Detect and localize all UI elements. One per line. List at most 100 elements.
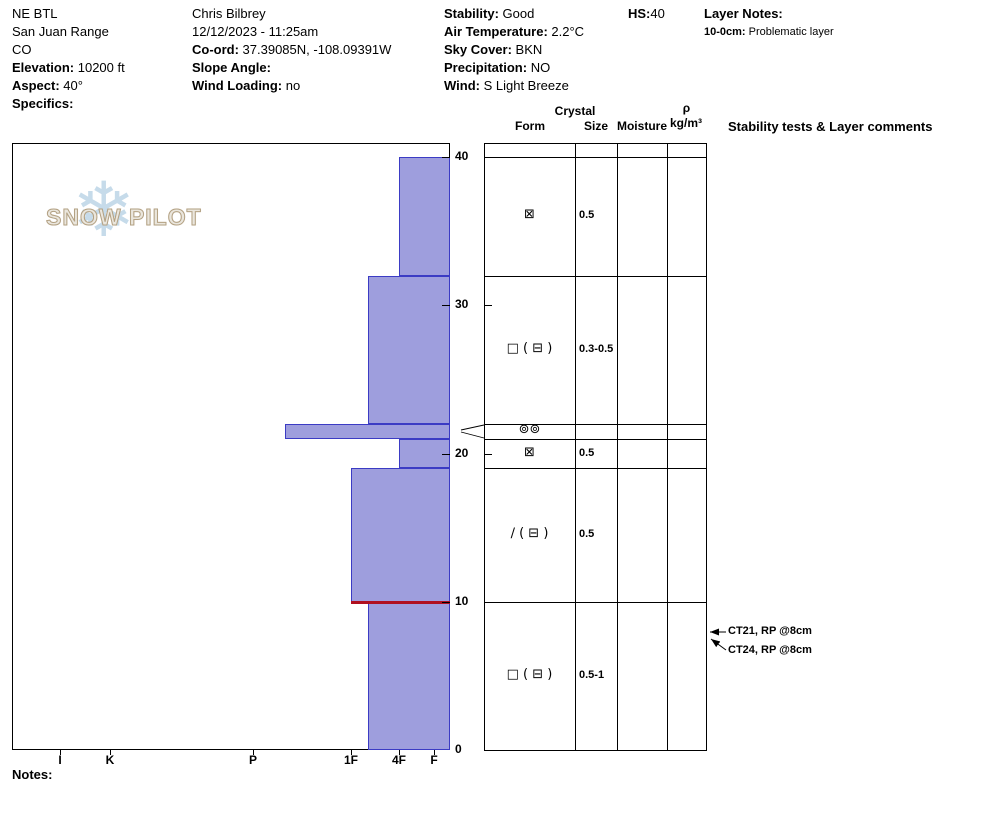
sky-cover: Sky Cover: BKN [444, 41, 584, 59]
field-label: HS: [628, 6, 651, 21]
field-value: 2.2°C [547, 24, 585, 39]
table-hline [484, 602, 706, 603]
range-name: San Juan Range [12, 23, 125, 41]
grain-size-value: 0.5-1 [579, 668, 605, 681]
snowflake-icon: ❄ [72, 165, 136, 254]
header-conditions-column: Stability: Good Air Temperature: 2.2°C S… [444, 5, 584, 95]
stability-test-arrow [710, 638, 727, 651]
header-hs-column: HS:40 [628, 5, 665, 23]
depth-tick [442, 157, 450, 158]
table-hline [484, 439, 706, 440]
hardness-tick [434, 750, 435, 755]
grain-form-symbol: ∕ ( ⊟ ) [510, 526, 549, 542]
field-value: 40° [59, 78, 83, 93]
thin-layer-leader-line [460, 424, 485, 431]
field-label: Air Temperature: [444, 24, 548, 39]
specifics: Specifics: [12, 95, 125, 113]
field-value: Chris Bilbrey [192, 6, 266, 21]
grain-size-value: 0.5 [579, 209, 595, 222]
field-value: NE BTL [12, 6, 58, 21]
problem-layer-line [351, 600, 450, 604]
field-value: 37.39085N, -108.09391W [238, 42, 392, 57]
site-name: NE BTL [12, 5, 125, 23]
field-value: Problematic layer [745, 26, 834, 38]
table-hline [484, 157, 706, 158]
depth-tick [442, 305, 450, 306]
depth-tick [442, 602, 450, 603]
hardness-tick [60, 750, 61, 755]
field-label: Stability: [444, 6, 499, 21]
grain-size-value: 0.5 [579, 528, 595, 541]
logo-text: SNOW PILOT [46, 204, 202, 231]
form-column-header: Form [515, 119, 545, 133]
table-hline [484, 468, 706, 469]
observation-datetime: 12/12/2023 - 11:25am [192, 23, 391, 41]
table-vline [484, 143, 485, 751]
grain-form-symbol: □ ( ⊟ ) [506, 340, 553, 356]
layer-note: 10-0cm: Problematic layer [704, 23, 834, 41]
aspect: Aspect: 40° [12, 77, 125, 95]
coordinates: Co-ord: 37.39085N, -108.09391W [192, 41, 391, 59]
stability-test-label: CT24, RP @8cm [728, 644, 812, 656]
hardness-label: 4F [391, 753, 406, 767]
table-depth-tick [484, 305, 492, 306]
comments-column-header: Stability tests & Layer comments [728, 119, 933, 134]
depth-tick [442, 454, 450, 455]
hardness-label: 1F [343, 753, 358, 767]
thin-layer-leader-line [460, 431, 485, 439]
field-value: San Juan Range [12, 24, 109, 39]
snowpilot-logo: ❄ SNOW PILOT [40, 170, 210, 260]
field-value: 10200 ft [74, 60, 125, 75]
elevation: Elevation: 10200 ft [12, 59, 125, 77]
field-label: Layer Notes: [704, 6, 783, 21]
stability: Stability: Good [444, 5, 584, 23]
header-observer-column: Chris Bilbrey 12/12/2023 - 11:25am Co-or… [192, 5, 391, 95]
stability-test-label: CT21, RP @8cm [728, 625, 812, 637]
grain-form-symbol: ⊠ [524, 444, 535, 460]
field-label: Precipitation: [444, 60, 528, 75]
hardness-tick [110, 750, 111, 755]
precipitation: Precipitation: NO [444, 59, 584, 77]
grain-form-symbol: □ ( ⊟ ) [506, 666, 553, 682]
table-hline [484, 750, 706, 751]
profile-bar-layer-4 [351, 468, 450, 602]
field-label: Wind Loading: [192, 78, 283, 93]
table-vline [667, 143, 668, 751]
moisture-column-header: Moisture [616, 119, 667, 133]
grain-form-symbol: ⊠ [524, 207, 535, 223]
profile-bar-layer-0 [399, 157, 450, 276]
header-layer-notes-column: Layer Notes: 10-0cm: Problematic layer [704, 5, 834, 41]
header-location-column: NE BTL San Juan Range CO Elevation: 1020… [12, 5, 125, 113]
table-hline [484, 143, 706, 144]
density-units-header: kg/m³ [669, 116, 702, 130]
hardness-tick [253, 750, 254, 755]
depth-tick-label: 0 [455, 742, 462, 756]
table-depth-tick [484, 454, 492, 455]
depth-tick-label: 30 [455, 297, 469, 311]
grain-size-value: 0.5 [579, 446, 595, 459]
state: CO [12, 41, 125, 59]
hardness-label: K [105, 753, 115, 767]
hardness-label: I [58, 753, 62, 767]
crystal-column-group-header: Crystal [554, 104, 596, 118]
table-hline [484, 276, 706, 277]
grain-size-value: 0.3-0.5 [579, 342, 614, 355]
field-value: 40 [650, 6, 665, 21]
field-value: Good [498, 6, 535, 21]
field-label: Slope Angle: [192, 60, 271, 75]
density-rho-header: ρ [682, 101, 691, 115]
field-value: BKN [511, 42, 543, 57]
field-label: Sky Cover: [444, 42, 512, 57]
observer-name: Chris Bilbrey [192, 5, 391, 23]
table-vline [706, 143, 707, 751]
air-temperature: Air Temperature: 2.2°C [444, 23, 584, 41]
field-value: S Light Breeze [479, 78, 569, 93]
profile-bar-layer-3 [399, 438, 450, 469]
hardness-tick [351, 750, 352, 755]
profile-bar-layer-2 [285, 423, 450, 439]
field-value: NO [527, 60, 551, 75]
table-vline [617, 143, 618, 751]
wind-loading: Wind Loading: no [192, 77, 391, 95]
size-column-header: Size [583, 119, 608, 133]
